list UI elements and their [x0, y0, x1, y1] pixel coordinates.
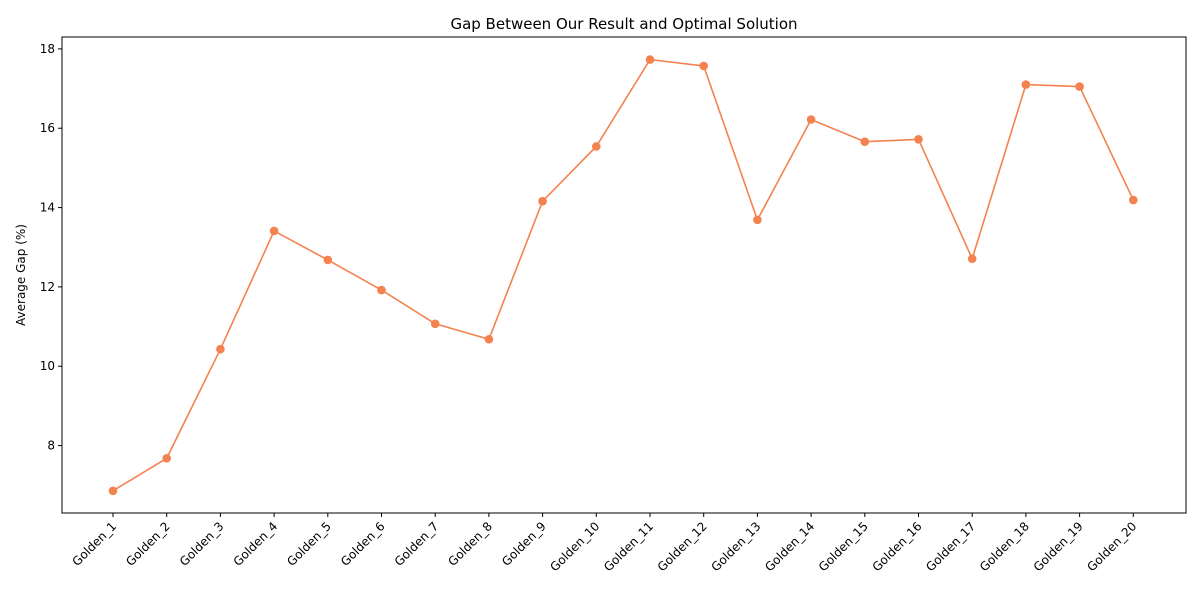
- data-point: [860, 137, 870, 147]
- data-point: [1075, 82, 1084, 91]
- x-tick-label: Golden_4: [231, 519, 281, 569]
- data-point: [1129, 195, 1138, 205]
- y-tick-label: 10: [40, 359, 55, 373]
- data-point: [538, 196, 547, 206]
- x-tick-label: Golden_6: [338, 519, 388, 569]
- data-point: [216, 344, 225, 354]
- data-point: [162, 453, 171, 463]
- x-tick-label: Golden_7: [392, 519, 442, 569]
- x-tick-label: Golden_1: [69, 519, 119, 569]
- x-tick-label: Golden_12: [655, 519, 710, 574]
- x-tick-label: Golden_19: [1031, 519, 1086, 574]
- chart-title: Gap Between Our Result and Optimal Solut…: [450, 15, 797, 33]
- y-axis-label: Average Gap (%): [14, 224, 28, 326]
- data-point: [108, 486, 118, 496]
- y-tick-label: 16: [40, 121, 55, 135]
- x-tick-label: Golden_17: [923, 519, 978, 574]
- data-point: [967, 254, 977, 264]
- x-tick-label: Golden_14: [762, 519, 817, 574]
- x-tick-label: Golden_16: [870, 519, 925, 574]
- data-point: [323, 255, 333, 265]
- y-tick-label: 12: [40, 280, 55, 294]
- y-axis: 8 10 12 14 16 18: [40, 42, 62, 453]
- x-tick-label: Golden_18: [977, 519, 1032, 574]
- data-point: [699, 61, 708, 71]
- x-tick-label: Golden_9: [499, 519, 549, 569]
- data-point: [592, 142, 601, 151]
- x-tick-label: Golden_11: [601, 519, 656, 574]
- data-point: [484, 334, 494, 344]
- series-line: [112, 58, 1135, 492]
- y-tick-label: 8: [47, 439, 55, 453]
- x-axis: Golden_1 Golden_2 Golden_3 Golden_4 Golden_5…: [69, 513, 1139, 574]
- y-tick-label: 14: [40, 201, 55, 215]
- x-tick-label: Golden_3: [177, 519, 227, 569]
- x-tick-label: Golden_8: [445, 519, 495, 569]
- x-tick-label: Golden_5: [284, 519, 334, 569]
- data-point: [1021, 80, 1031, 89]
- data-point: [269, 226, 279, 236]
- data-point: [377, 285, 386, 295]
- data-point: [645, 55, 655, 64]
- data-point: [753, 215, 762, 225]
- x-tick-label: Golden_15: [816, 519, 871, 574]
- x-tick-label: Golden_20: [1084, 519, 1139, 574]
- x-tick-label: Golden_13: [708, 519, 763, 574]
- data-point: [914, 135, 923, 144]
- x-tick-label: Golden_10: [547, 519, 602, 574]
- series-layer: [108, 55, 1138, 496]
- data-point: [806, 115, 816, 124]
- data-point: [430, 319, 440, 329]
- plot-frame: [61, 36, 1187, 514]
- y-tick-label: 18: [40, 42, 55, 56]
- x-tick-label: Golden_2: [123, 519, 173, 569]
